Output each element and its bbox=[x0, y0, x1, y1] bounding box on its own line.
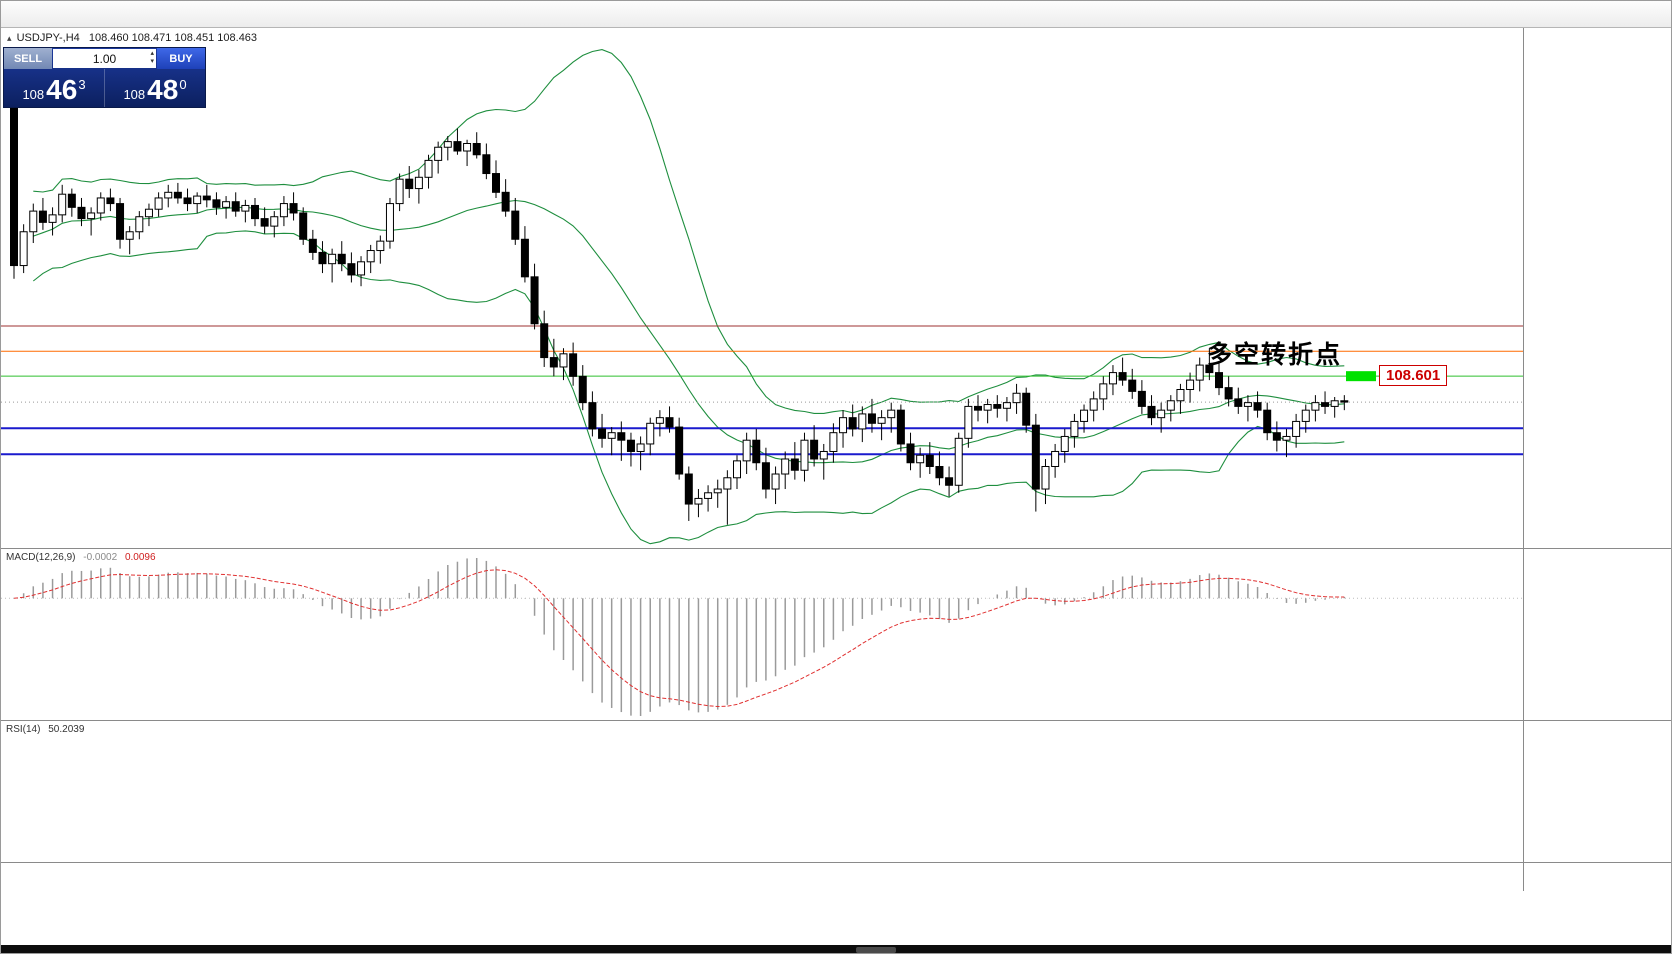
annotation-price-flag[interactable]: 108.601 bbox=[1379, 365, 1448, 386]
macd-name: MACD(12,26,9) bbox=[6, 552, 76, 563]
sell-button[interactable]: SELL bbox=[4, 48, 52, 69]
buy-price-sup: 0 bbox=[179, 77, 187, 92]
one-click-toggle-icon[interactable]: ▴ bbox=[7, 33, 12, 43]
macd-layer bbox=[1, 558, 1523, 716]
buy-price-prefix: 108 bbox=[123, 87, 146, 102]
macd-label: MACD(12,26,9) -0.0002 0.0096 bbox=[6, 552, 156, 563]
sell-price-big: 46 bbox=[46, 74, 78, 105]
macd-main-value: -0.0002 bbox=[83, 552, 118, 563]
volume-field[interactable]: 1.00 ▴ ▾ bbox=[53, 49, 156, 68]
level-lines bbox=[1, 325, 1523, 456]
buy-button[interactable]: BUY bbox=[157, 48, 205, 69]
rsi-label: RSI(14) 50.2039 bbox=[6, 724, 84, 735]
toolbar bbox=[1, 1, 1671, 28]
volume-spinner[interactable]: ▴ ▾ bbox=[150, 50, 154, 65]
volume-value: 1.00 bbox=[92, 51, 117, 66]
pane-separators bbox=[1, 28, 1671, 891]
rsi-name: RSI(14) bbox=[6, 724, 41, 735]
rsi-value: 50.2039 bbox=[48, 724, 85, 735]
chart-symbol: USDJPY-,H4 bbox=[16, 32, 80, 44]
chart-ohlc: 108.460 108.471 108.451 108.463 bbox=[88, 32, 258, 44]
annotation-cn-note: 多空转折点 bbox=[1207, 341, 1343, 369]
buy-price[interactable]: 108 48 0 bbox=[105, 69, 205, 107]
one-click-prices: 108 46 3 108 48 0 bbox=[4, 69, 205, 107]
sell-price-sup: 3 bbox=[78, 77, 86, 92]
sell-price-prefix: 108 bbox=[22, 87, 45, 102]
sell-price[interactable]: 108 46 3 bbox=[4, 69, 105, 107]
chart-title: ▴ USDJPY-,H4 108.460 108.471 108.451 108… bbox=[7, 32, 257, 44]
buy-price-big: 48 bbox=[147, 74, 179, 105]
macd-signal-value: 0.0096 bbox=[124, 552, 156, 563]
horizontal-scrollbar[interactable] bbox=[1, 945, 1671, 953]
one-click-controls: SELL 1.00 ▴ ▾ BUY bbox=[4, 48, 205, 69]
scrollbar-thumb[interactable] bbox=[856, 947, 896, 953]
level-marker[interactable] bbox=[1346, 371, 1376, 382]
one-click-trading-panel: SELL 1.00 ▴ ▾ BUY 108 46 3 108 48 0 bbox=[3, 47, 206, 108]
candles-layer bbox=[10, 98, 1349, 525]
